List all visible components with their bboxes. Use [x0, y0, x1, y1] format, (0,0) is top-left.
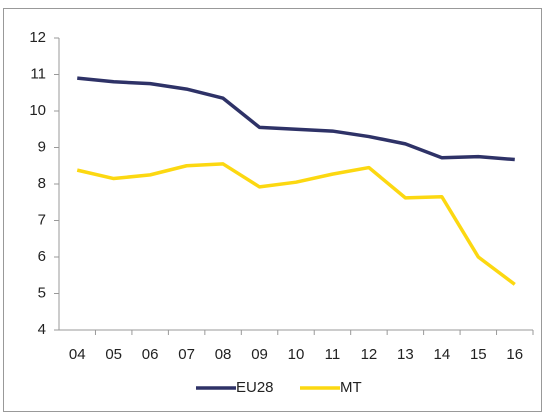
y-tick-label: 6 — [38, 248, 46, 265]
y-tick-label: 4 — [38, 321, 46, 338]
series-line — [77, 76, 515, 162]
legend-label: MT — [340, 379, 362, 396]
x-tick-label: 15 — [470, 346, 487, 363]
y-tick-label: 7 — [38, 211, 46, 228]
x-tick-label: 07 — [178, 346, 195, 363]
x-tick-label: 12 — [361, 346, 378, 363]
y-tick-label: 12 — [29, 29, 46, 46]
y-tick-label: 8 — [38, 175, 46, 192]
x-tick-label: 14 — [434, 346, 451, 363]
y-tick-label: 5 — [38, 284, 46, 301]
x-tick-label: 10 — [288, 346, 305, 363]
x-tick-label: 04 — [69, 346, 86, 363]
chart-frame — [3, 8, 542, 412]
y-tick-label: 11 — [30, 65, 46, 82]
x-tick-label: 08 — [215, 346, 232, 363]
x-tick-label: 11 — [325, 346, 341, 363]
y-tick-label: 10 — [29, 102, 46, 119]
series-line — [76, 162, 516, 286]
x-tick-label: 09 — [251, 346, 268, 363]
y-tick-label: 9 — [38, 138, 46, 155]
legend-label: EU28 — [236, 379, 274, 396]
x-tick-label: 06 — [142, 346, 159, 363]
x-tick-label: 05 — [105, 346, 122, 363]
x-tick-label: 16 — [506, 346, 523, 363]
x-tick-label: 13 — [397, 346, 414, 363]
